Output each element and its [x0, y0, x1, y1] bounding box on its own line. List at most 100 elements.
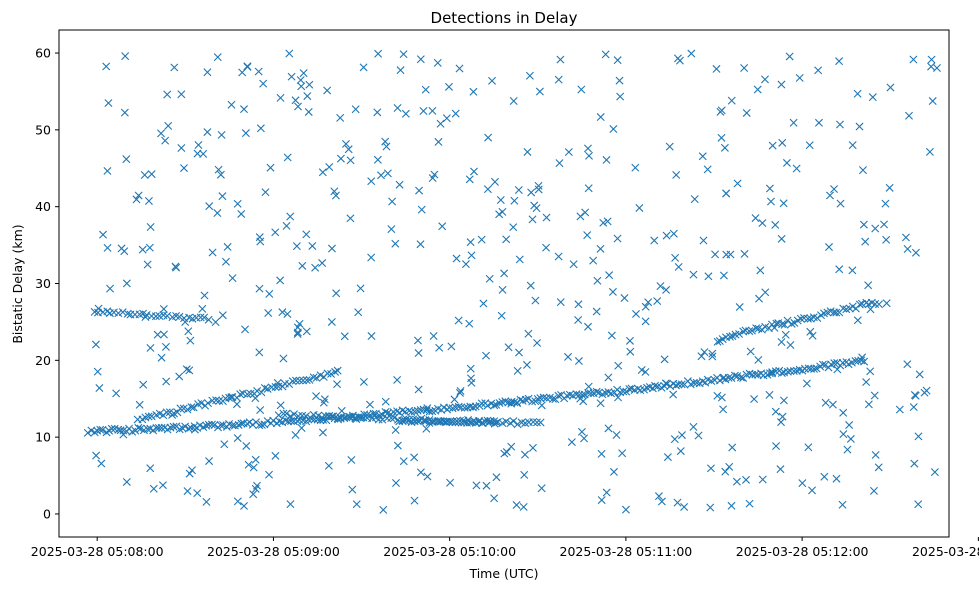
- data-point-marker: [720, 373, 728, 382]
- data-point-marker: [554, 391, 563, 400]
- data-point-marker: [217, 130, 226, 139]
- data-point-marker: [228, 421, 237, 430]
- data-point-marker: [340, 413, 349, 422]
- data-point-marker: [327, 244, 336, 253]
- data-point-marker: [727, 96, 736, 105]
- data-point-marker: [255, 284, 264, 293]
- data-point-marker: [163, 311, 172, 320]
- data-point-marker: [580, 434, 589, 443]
- data-point-marker: [779, 396, 788, 405]
- data-point-marker: [451, 109, 460, 118]
- data-point-marker: [276, 93, 285, 102]
- data-point-marker: [662, 285, 671, 294]
- data-point-marker: [853, 89, 862, 98]
- data-point-marker: [348, 485, 357, 494]
- data-point-marker: [786, 367, 795, 376]
- data-point-marker: [395, 180, 404, 189]
- data-point-marker: [626, 347, 635, 356]
- data-point-marker: [586, 389, 595, 398]
- data-point-marker: [120, 108, 129, 117]
- data-point-marker: [367, 177, 376, 186]
- data-point-marker: [763, 370, 772, 379]
- data-point-marker: [416, 240, 425, 249]
- data-point-marker: [525, 71, 534, 80]
- data-point-marker: [735, 303, 744, 312]
- data-point-marker: [858, 353, 867, 362]
- data-point-marker: [674, 262, 683, 271]
- data-point-marker: [604, 373, 613, 382]
- data-point-marker: [359, 63, 368, 72]
- data-point-marker: [673, 54, 682, 63]
- data-point-marker: [286, 212, 295, 221]
- data-point-marker: [193, 489, 202, 498]
- data-point-marker: [381, 137, 390, 146]
- data-point-marker: [433, 58, 442, 67]
- data-point-marker: [554, 75, 563, 84]
- data-point-marker: [740, 249, 749, 258]
- data-point-marker: [768, 369, 777, 378]
- data-point-marker: [249, 463, 258, 472]
- data-point-marker: [618, 449, 627, 458]
- data-point-marker: [147, 412, 156, 421]
- data-point-marker: [94, 304, 103, 313]
- data-point-marker: [589, 256, 598, 265]
- data-point-marker: [711, 250, 720, 259]
- data-point-marker: [336, 413, 345, 422]
- data-point-marker: [507, 442, 516, 451]
- data-point-marker: [832, 308, 841, 317]
- data-point-marker: [479, 299, 488, 308]
- data-point-marker: [555, 159, 564, 168]
- data-point-marker: [507, 397, 516, 406]
- data-point-marker: [574, 316, 583, 324]
- data-point-marker: [697, 352, 706, 361]
- data-point-marker: [421, 85, 430, 94]
- data-point-marker: [537, 484, 546, 493]
- data-point-marker: [456, 387, 465, 396]
- data-point-marker: [758, 219, 767, 228]
- data-point-marker: [312, 392, 321, 401]
- data-point-marker: [149, 484, 158, 493]
- data-point-marker: [470, 167, 478, 176]
- data-point-marker: [804, 443, 813, 452]
- data-point-marker: [194, 141, 203, 149]
- data-point-marker: [95, 384, 104, 393]
- data-point-marker: [830, 359, 839, 368]
- data-point-marker: [761, 288, 770, 297]
- data-point-marker: [735, 329, 744, 338]
- data-point-marker: [722, 189, 731, 198]
- data-point-marker: [604, 424, 613, 433]
- data-point-marker: [344, 145, 353, 154]
- data-point-marker: [260, 383, 269, 392]
- data-point-marker: [214, 165, 223, 174]
- data-point-marker: [602, 488, 611, 497]
- data-point-marker: [631, 163, 640, 172]
- data-point-marker: [374, 415, 383, 424]
- data-point-marker: [530, 201, 539, 210]
- data-point-marker: [142, 311, 151, 319]
- data-point-marker: [539, 393, 548, 402]
- data-point-marker: [243, 62, 252, 71]
- data-point-marker: [106, 284, 115, 293]
- data-point-marker: [927, 55, 936, 64]
- data-point-marker: [331, 191, 340, 200]
- data-point-marker: [430, 170, 439, 179]
- data-point-marker: [162, 377, 171, 386]
- data-point-marker: [296, 76, 305, 85]
- data-point-marker: [461, 260, 470, 269]
- data-point-marker: [839, 304, 848, 313]
- data-point-marker: [399, 457, 408, 466]
- data-point-marker: [320, 395, 329, 404]
- data-point-marker: [777, 234, 786, 243]
- data-point-marker: [670, 435, 679, 444]
- data-point-marker: [925, 147, 934, 156]
- data-point-marker: [179, 164, 188, 173]
- y-tick-label: 50: [35, 122, 51, 137]
- data-point-marker: [138, 245, 147, 254]
- data-point-marker: [373, 155, 382, 164]
- data-point-marker: [712, 64, 721, 73]
- data-point-marker: [145, 243, 154, 252]
- data-point-marker: [287, 72, 296, 81]
- data-point-marker: [367, 332, 376, 341]
- data-point-marker: [241, 325, 250, 334]
- data-point-marker: [144, 412, 153, 421]
